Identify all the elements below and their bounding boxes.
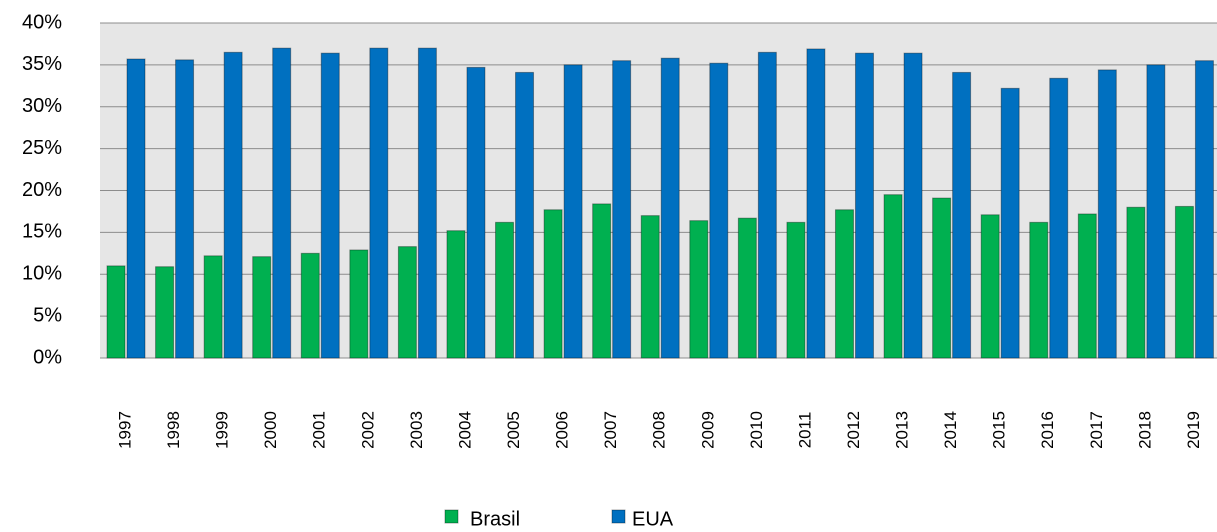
- bar: [563, 64, 583, 359]
- x-tick-label: 2014: [941, 411, 960, 449]
- bar: [466, 66, 486, 359]
- bar: [495, 221, 515, 359]
- legend-swatch: [611, 509, 626, 524]
- bar: [126, 58, 146, 359]
- bar: [1146, 64, 1166, 359]
- x-tick-label: 2018: [1135, 411, 1154, 449]
- y-tick-label: 30%: [22, 95, 62, 117]
- x-tick-label: 2003: [407, 411, 426, 449]
- bar: [757, 51, 777, 359]
- bar: [155, 266, 175, 359]
- bar: [952, 71, 972, 359]
- bar: [1049, 77, 1069, 359]
- bar: [854, 52, 874, 359]
- bar: [272, 47, 292, 359]
- y-tick-label: 10%: [22, 263, 62, 285]
- bar: [1029, 221, 1049, 359]
- x-tick-label: 2004: [455, 411, 474, 449]
- bar: [689, 220, 709, 359]
- x-tick-label: 2012: [844, 411, 863, 449]
- bar: [1077, 213, 1097, 359]
- x-tick-label: 2013: [893, 411, 912, 449]
- x-tick-label: 2016: [1038, 411, 1057, 449]
- y-tick-label: 40%: [22, 11, 62, 33]
- bar: [806, 48, 826, 359]
- bar: [223, 51, 243, 359]
- bar: [612, 60, 632, 359]
- y-tick-label: 25%: [22, 137, 62, 159]
- y-tick-label: 0%: [33, 346, 62, 368]
- bar: [397, 246, 417, 359]
- y-tick-label: 15%: [22, 221, 62, 243]
- x-tick-label: 2010: [747, 411, 766, 449]
- x-tick-label: 2000: [261, 411, 280, 449]
- x-tick-label: 2019: [1184, 411, 1203, 449]
- bar: [932, 197, 952, 359]
- bar: [737, 217, 757, 359]
- bar: [903, 52, 923, 359]
- x-tick-label: 2015: [990, 411, 1009, 449]
- bar: [1000, 87, 1020, 359]
- bar: [883, 194, 903, 359]
- x-tick-label: 1997: [115, 411, 134, 449]
- x-tick-label: 2009: [698, 411, 717, 449]
- bar: [106, 265, 126, 359]
- bar: [834, 209, 854, 359]
- bar: [300, 252, 320, 359]
- bar: [417, 47, 437, 359]
- bar: [252, 256, 272, 359]
- bar: [786, 221, 806, 359]
- x-tick-label: 1998: [164, 411, 183, 449]
- bar: [709, 62, 729, 359]
- bar: [640, 215, 660, 359]
- x-tick-label: 2017: [1087, 411, 1106, 449]
- bar: [1126, 206, 1146, 359]
- y-tick-label: 5%: [33, 304, 62, 326]
- y-tick-label: 20%: [22, 179, 62, 201]
- bar: [1174, 205, 1194, 359]
- bar: [980, 214, 1000, 359]
- bar: [1097, 69, 1117, 359]
- bar: [515, 71, 535, 359]
- x-tick-label: 2011: [795, 412, 814, 449]
- bar: [660, 57, 680, 359]
- bar: [349, 249, 369, 359]
- legend-label: Brasil: [470, 508, 520, 530]
- bar: [320, 52, 340, 359]
- bar: [175, 59, 195, 359]
- x-tick-label: 1999: [213, 411, 232, 449]
- legend-swatch: [444, 509, 459, 524]
- x-tick-label: 2007: [601, 411, 620, 449]
- x-tick-label: 2006: [553, 411, 572, 449]
- x-tick-label: 2005: [504, 411, 523, 449]
- bar: [369, 47, 389, 359]
- legend-label: EUA: [632, 508, 674, 530]
- bar: [203, 255, 223, 359]
- bar: [543, 209, 563, 359]
- x-tick-label: 2008: [650, 411, 669, 449]
- y-tick-label: 35%: [22, 53, 62, 75]
- x-tick-label: 2002: [358, 411, 377, 449]
- x-tick-label: 2001: [310, 411, 329, 449]
- bar: [592, 203, 612, 359]
- bar: [1194, 60, 1214, 359]
- bar: [446, 230, 466, 359]
